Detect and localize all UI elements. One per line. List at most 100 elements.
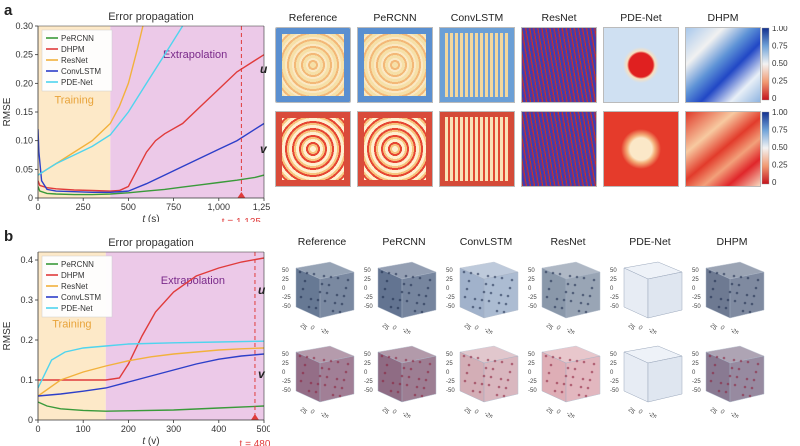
cube-speckle [748,394,752,398]
cube-speckle [476,356,480,360]
cube-speckle [335,377,339,381]
y-tick-label: 0.20 [15,78,33,88]
cube-speckle [409,367,413,371]
cube-speckle [582,276,586,280]
cube-speckle [732,358,736,362]
column-label-b-convlstm: ConvLSTM [459,236,513,248]
cube-speckle [497,385,501,389]
cube-speckle [305,355,309,359]
cube-axis-tick-bottom: 0 [555,409,562,416]
cube-speckle [553,305,557,309]
cube-speckle [428,362,432,366]
x-axis-label: t (v) [142,436,159,446]
cube-speckle [732,274,736,278]
cube-axis-tick-bottom: 25 [627,407,636,416]
cube-axis-tick-bottom: -25 [483,327,494,334]
cube-speckle [463,295,467,299]
x-axis-label: t (s) [142,214,159,222]
cube-speckle [329,275,333,279]
cube-speckle [420,394,424,398]
field-tile-u-dhpm [685,27,761,103]
cube-speckle [491,283,495,287]
cube-speckle [715,355,719,359]
y-axis-label: RMSE [2,97,13,126]
cube-speckle [396,390,400,394]
cube-axis-tick-bottom: 25 [299,407,308,416]
cube-axis-tick: 25 [610,277,617,283]
cube-speckle [584,394,588,398]
cube-speckle [569,299,573,303]
x-tick-label: 200 [121,424,136,434]
training-label: Training [54,94,93,106]
chart-title: Error propagation [108,237,194,249]
cube-speckle [318,290,322,294]
cube-speckle [342,294,346,298]
cube-speckle [344,370,348,374]
cube-speckle [571,291,575,295]
cube-speckle [717,389,721,393]
x-tick-label: 500 [256,424,270,434]
cube-speckle [383,371,387,375]
cube-axis-tick: 0 [282,370,286,376]
colorbar-tick-label: 0.50 [772,143,788,152]
cube-speckle [750,386,754,390]
cube-speckle [473,381,477,385]
cube-speckle [577,309,581,313]
cube-speckle [469,355,473,359]
colorbar-tick-label: 0 [772,178,777,187]
cube-speckle [486,358,490,362]
cube-axis-tick-bottom: -25 [729,327,740,334]
cube-speckle [715,271,719,275]
cube-speckle [398,382,402,386]
cube-speckle [428,278,432,282]
colorbar-tick-label: 0.25 [772,77,788,86]
y-tick-label: 0.25 [15,50,33,60]
cube-axis-tick: 0 [364,286,368,292]
field-tile-u-resnet [521,27,597,103]
cube-axis-tick: -50 [528,304,537,310]
cube-speckle [309,297,313,301]
cube-axis-tick: 50 [446,352,453,358]
cube-axis-tick-bottom: 25 [709,407,718,416]
cube-axis-tick: -50 [692,304,701,310]
cube-speckle [338,310,342,314]
cube-axis-tick: 50 [692,268,699,274]
cube-speckle [405,299,409,303]
cube-axis-tick-bottom: -25 [647,327,658,334]
cube-speckle [340,302,344,306]
colorbar-tick-label: 0.50 [772,59,788,68]
cube-axis-tick: -50 [446,304,455,310]
cube-speckle [391,381,395,385]
cube-speckle [506,294,510,298]
y-tick-label: 0.15 [15,107,33,117]
cube-speckle [708,354,712,358]
cube-speckle [467,279,471,283]
series-line-resnet [38,347,264,397]
x-tick-label: 100 [76,424,91,434]
cube-axis-tick: -50 [610,388,619,394]
cube-axis-tick-bottom: -25 [647,411,658,418]
field-tile-v-convlstm [439,111,515,187]
cube-speckle [745,377,749,381]
series-line-pde-net [38,340,264,389]
y-tick-label: 0.1 [20,375,33,385]
cube-speckle [471,305,475,309]
cube-speckle [325,291,329,295]
cube-axis-tick: -25 [446,295,455,301]
cube-axis-tick: 25 [364,361,371,367]
cube-speckle [394,356,398,360]
cube-axis-tick: -25 [364,295,373,301]
cube-axis-tick-bottom: 0 [473,325,480,332]
cube-speckle [404,274,408,278]
cube-speckle [586,386,590,390]
field-tile-v-resnet [521,111,597,187]
cube-speckle [407,291,411,295]
cube-speckle [415,301,419,305]
cube-speckle [298,270,302,274]
error-chart-b: Error propagation Training Extrapolation t … [2,237,270,446]
cube-speckle [588,378,592,382]
cube-speckle [389,389,393,393]
cube-speckle [510,362,514,366]
cube-speckle [417,293,421,297]
